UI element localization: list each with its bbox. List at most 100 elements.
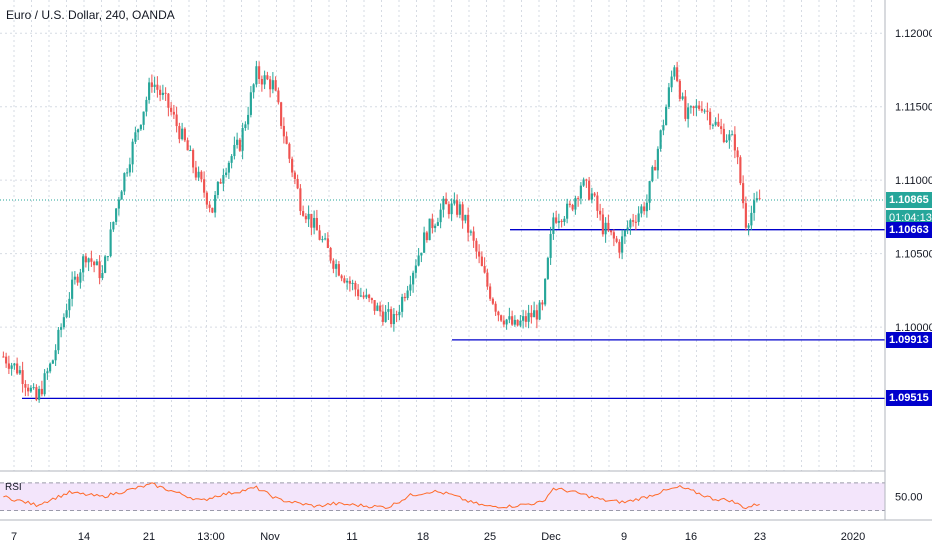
candle-down [733, 134, 736, 151]
candle-up [263, 75, 266, 85]
candle-up [667, 87, 670, 107]
candle-down [516, 319, 519, 326]
candle-up [563, 218, 566, 223]
candle-down [238, 139, 241, 151]
candle-up [230, 156, 233, 163]
candle-up [637, 213, 640, 223]
grid [0, 0, 885, 471]
candle-up [409, 284, 412, 291]
time-tick-label: 21 [143, 531, 155, 543]
candle-down [615, 238, 618, 242]
candle-down [200, 171, 203, 180]
candle-down [709, 111, 712, 125]
price-axis[interactable]: 1.12000 1.11500 1.11000 1.10500 1.10000 [895, 28, 932, 334]
candle-up [549, 233, 552, 258]
horizontal-levels[interactable] [22, 229, 885, 400]
candle-down [186, 140, 189, 151]
candle-up [714, 121, 717, 125]
candle-down [497, 311, 500, 316]
candle-down [643, 206, 646, 212]
candle-down [93, 261, 96, 266]
candle-down [285, 136, 288, 144]
candle-down [588, 180, 591, 200]
candle-down [274, 80, 277, 91]
candle-down [722, 128, 725, 142]
candle-down [76, 276, 79, 283]
candle-up [351, 282, 354, 284]
candle-up [574, 198, 577, 210]
candle-down [678, 80, 681, 99]
candle-up [670, 76, 673, 88]
candle-up [189, 150, 192, 152]
candle-up [604, 222, 607, 235]
candle-down [362, 295, 365, 298]
candle-down [183, 128, 186, 141]
time-axis[interactable]: 7 14 21 13:00 Nov 11 18 25 Dec 9 16 23 2020 [11, 531, 865, 543]
candle-down [500, 315, 503, 321]
price-tick-label: 1.10000 [895, 322, 932, 334]
candle-down [370, 298, 373, 301]
candle-up [161, 92, 164, 95]
candle-down [461, 204, 464, 221]
candle-down [348, 280, 351, 284]
candle-up [417, 255, 420, 266]
candle-down [692, 106, 695, 109]
candle-up [115, 208, 118, 222]
candle-down [205, 192, 208, 205]
time-tick-label: 25 [484, 531, 496, 543]
candle-down [175, 114, 178, 127]
candle-up [398, 311, 401, 316]
candle-up [731, 134, 734, 136]
candle-up [544, 278, 547, 305]
candle-down [571, 204, 574, 210]
candle-down [192, 150, 195, 168]
candle-up [62, 317, 65, 328]
candle-down [288, 143, 291, 159]
candle-up [546, 257, 549, 279]
candle-down [194, 167, 197, 178]
candle-up [117, 199, 120, 209]
candle-up [227, 162, 230, 173]
candle-up [54, 350, 57, 361]
candle-up [46, 371, 49, 374]
candle-up [112, 221, 115, 230]
candle-up [43, 373, 46, 395]
candle-up [725, 140, 728, 142]
candle-down [90, 258, 93, 262]
time-tick-label: 9 [621, 531, 627, 543]
candle-down [156, 84, 159, 90]
candle-down [560, 220, 563, 223]
time-tick-label: 14 [78, 531, 90, 543]
time-tick-label: 23 [754, 531, 766, 543]
candle-down [445, 198, 448, 205]
candle-down [742, 183, 745, 204]
candle-up [131, 141, 134, 165]
candle-down [269, 79, 272, 90]
candle-up [346, 280, 349, 283]
candle-up [95, 261, 98, 266]
candle-up [392, 314, 395, 325]
candle-down [21, 370, 24, 385]
candle-up [673, 67, 676, 77]
axes [0, 0, 932, 521]
candle-down [736, 150, 739, 158]
candle-up [137, 129, 140, 133]
candle-up [621, 236, 624, 253]
candle-up [324, 238, 327, 240]
candle-down [2, 356, 5, 358]
candle-down [208, 204, 211, 208]
candle-up [579, 185, 582, 199]
candle-up [406, 290, 409, 299]
candle-up [32, 387, 35, 389]
candle-down [403, 296, 406, 299]
candle-down [720, 126, 723, 129]
candle-up [60, 327, 63, 330]
candle-down [27, 387, 30, 392]
candle-up [640, 206, 643, 214]
candle-down [293, 172, 296, 179]
candle-up [128, 164, 131, 173]
candle-up [513, 319, 516, 325]
candle-down [24, 384, 27, 388]
candle-up [557, 220, 560, 223]
